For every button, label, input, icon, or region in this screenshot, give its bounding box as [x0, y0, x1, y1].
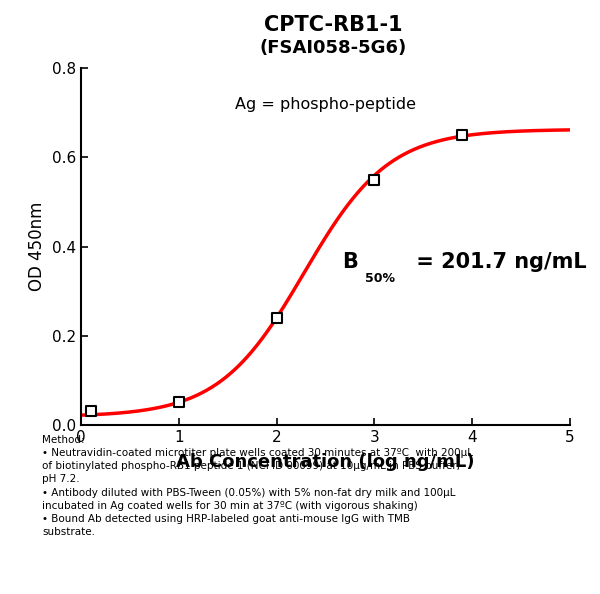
- X-axis label: Ab Concentration (log ng/mL): Ab Concentration (log ng/mL): [176, 453, 475, 471]
- Text: Ag = phospho-peptide: Ag = phospho-peptide: [235, 97, 416, 112]
- Point: [86, 406, 95, 416]
- Y-axis label: OD 450nm: OD 450nm: [28, 202, 46, 291]
- Point: [174, 398, 184, 407]
- Point: [370, 175, 379, 184]
- Point: [272, 313, 281, 323]
- Text: CPTC-RB1-1: CPTC-RB1-1: [263, 15, 403, 35]
- Text: 50%: 50%: [365, 272, 395, 285]
- Text: (FSAI058-5G6): (FSAI058-5G6): [259, 39, 407, 56]
- Text: B: B: [343, 252, 358, 272]
- Text: = 201.7 ng/mL: = 201.7 ng/mL: [409, 252, 586, 272]
- Point: [458, 130, 467, 140]
- Text: Method:
• Neutravidin-coated microtiter plate wells coated 30 minutes at 37ºC  w: Method: • Neutravidin-coated microtiter …: [42, 435, 473, 537]
